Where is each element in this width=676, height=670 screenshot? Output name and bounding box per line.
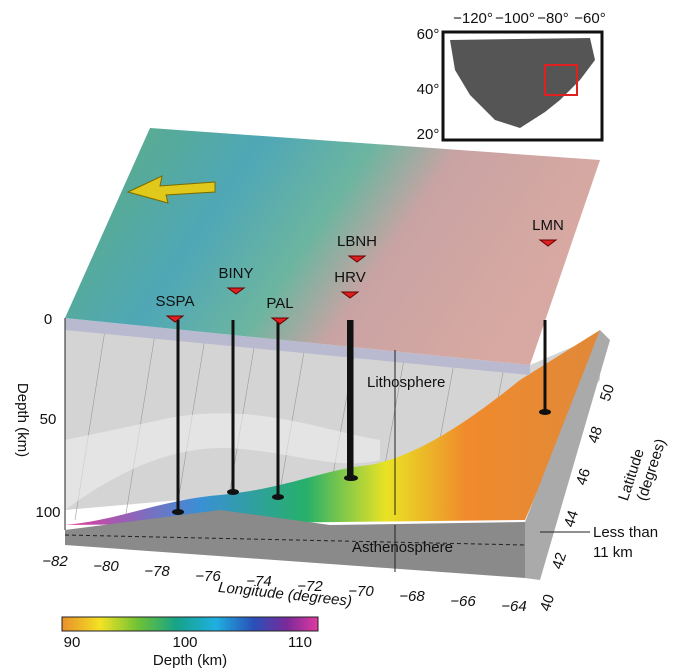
latitude-tick: 46	[573, 466, 594, 487]
lithosphere-label: Lithosphere	[367, 374, 445, 391]
colorbar-title: Depth (km)	[153, 652, 227, 669]
station-label: SSPA	[156, 293, 195, 310]
inset-lon-tick: −120°	[453, 10, 493, 27]
station-base	[272, 494, 284, 500]
longitude-tick: −78	[144, 563, 170, 580]
station-label: LMN	[532, 217, 564, 234]
station-base	[344, 475, 356, 481]
figure: SSPA BINY PAL LBNH HRV LMN Lithosphere Asthenos…	[0, 0, 676, 670]
inset-lon-tick: −60°	[574, 10, 605, 27]
inset-lat-tick: 60°	[417, 26, 440, 43]
longitude-tick: −80	[93, 558, 119, 575]
colorbar-tick: 90	[64, 634, 81, 651]
latitude-tick: 48	[585, 424, 606, 445]
depth-tick: 50	[40, 411, 57, 428]
inset-lat-tick: 40°	[417, 81, 440, 98]
depth-tick: 0	[44, 311, 52, 328]
colorbar-tick: 100	[172, 634, 197, 651]
station-base	[539, 409, 551, 415]
page: {"map": {"stations": [{"label": "SSPA"},…	[0, 0, 676, 670]
station-base	[227, 489, 239, 495]
station-label: LBNH	[337, 233, 377, 250]
depth-title: Depth (km)	[14, 383, 31, 457]
inset-lon-tick: −80°	[537, 10, 568, 27]
depth-tick: 100	[35, 504, 60, 521]
inset-lon-tick: −100°	[495, 10, 535, 27]
longitude-tick: −66	[450, 593, 476, 610]
latitude-tick: 44	[561, 508, 582, 529]
latitude-tick: 40	[537, 592, 558, 613]
annotation: Less than	[593, 524, 658, 541]
station-base	[172, 509, 184, 515]
longitude-tick: −68	[399, 588, 425, 605]
station-label: HRV	[334, 269, 365, 286]
asthenosphere-label: Asthenosphere	[352, 539, 453, 556]
station-label: BINY	[218, 265, 253, 282]
station-label: PAL	[266, 295, 293, 312]
colorbar-tick: 110	[288, 634, 312, 651]
longitude-title: Longitude (degrees)	[217, 579, 352, 610]
body: SSPA BINY PAL LBNH HRV LMN Lithosphere Asthenos…	[0, 0, 676, 670]
colorbar	[62, 617, 318, 631]
longitude-tick: −82	[42, 553, 68, 570]
longitude-tick: −76	[195, 568, 221, 585]
latitude-tick: 42	[549, 550, 570, 571]
inset-lat-tick: 20°	[417, 126, 440, 143]
longitude-tick: −64	[501, 598, 526, 615]
annotation: 11 km	[593, 544, 633, 561]
latitude-tick: 50	[597, 382, 618, 403]
